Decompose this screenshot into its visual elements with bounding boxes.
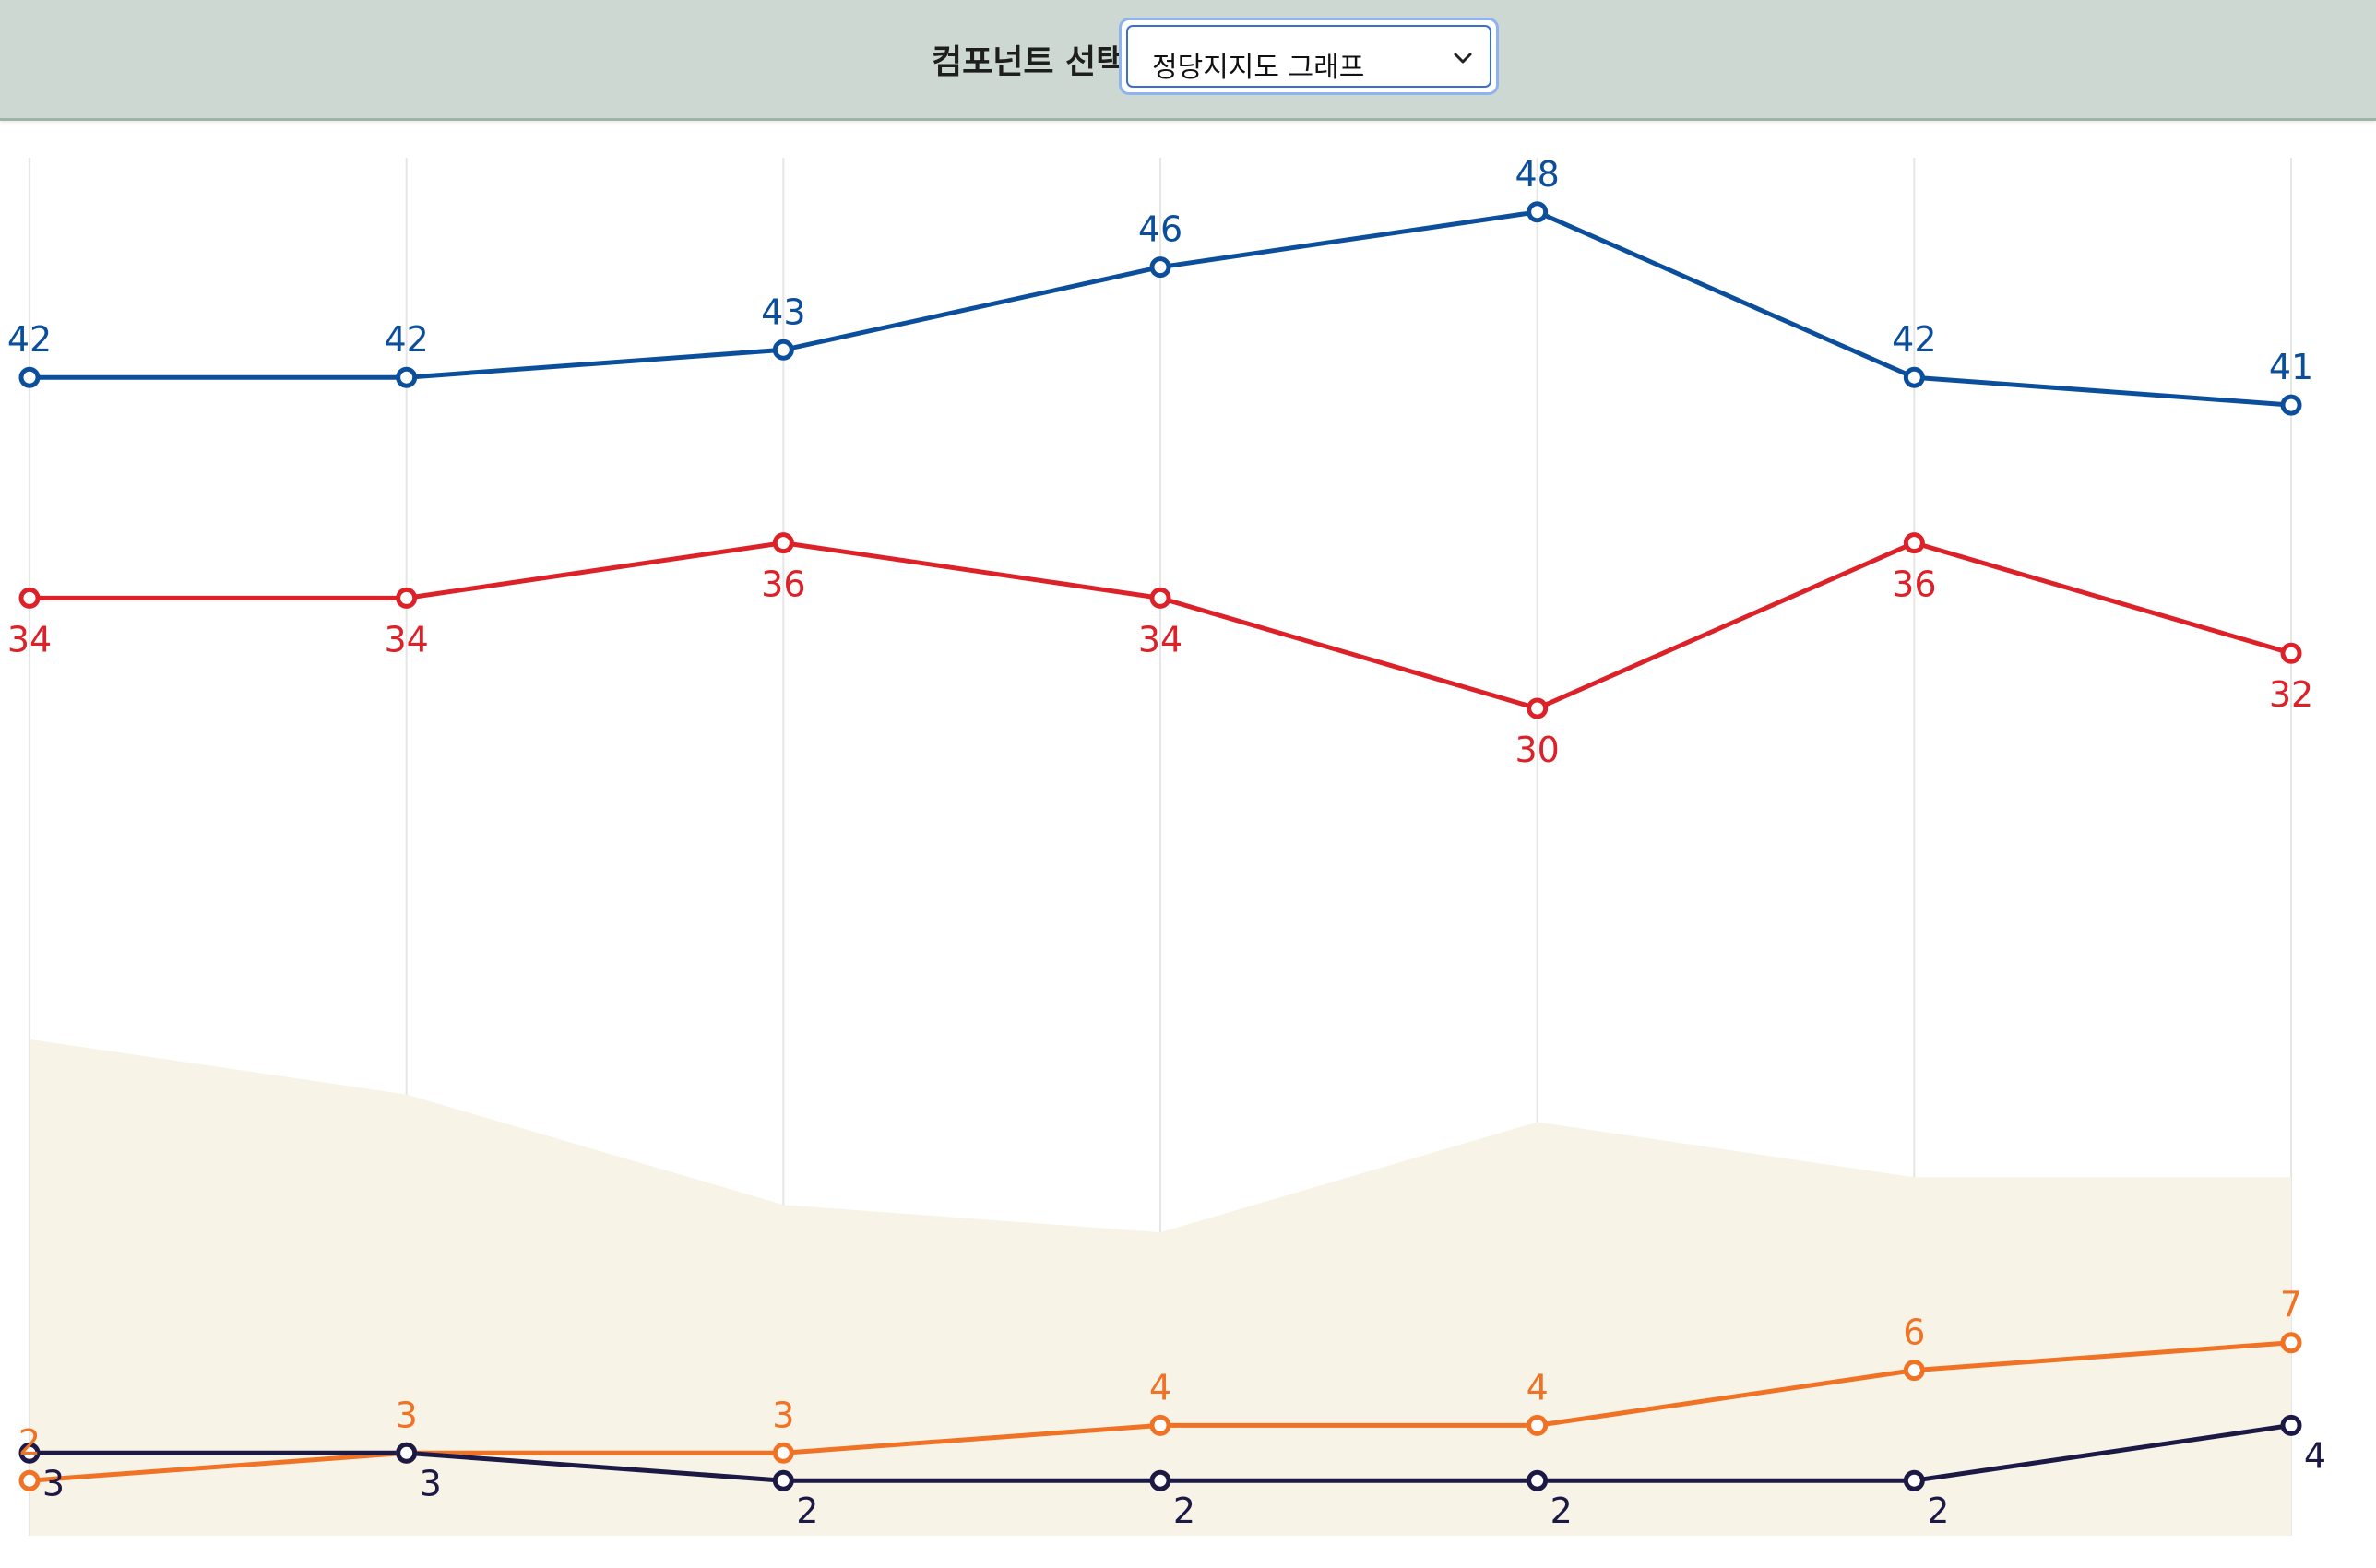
data-label: 30	[1515, 730, 1559, 770]
data-label: 2	[1550, 1491, 1573, 1531]
data-point	[2280, 1414, 2302, 1436]
data-label: 6	[1903, 1313, 1925, 1353]
data-point	[2280, 1332, 2302, 1354]
data-label: 4	[1149, 1367, 1171, 1408]
data-point	[18, 1442, 41, 1464]
data-label: 42	[1892, 319, 1936, 360]
data-label: 36	[761, 564, 805, 605]
data-point	[1903, 1360, 1925, 1382]
data-label: 2	[796, 1491, 818, 1531]
data-point	[396, 587, 418, 609]
data-point	[18, 366, 41, 388]
data-point	[18, 587, 41, 609]
component-select-value: 정당지지도 그래프	[1152, 52, 1365, 84]
data-point	[1149, 587, 1171, 609]
data-label: 3	[420, 1463, 442, 1503]
data-point	[18, 1469, 41, 1491]
data-label: 3	[396, 1395, 418, 1435]
data-label: 3	[772, 1395, 794, 1435]
points-layer	[18, 201, 2302, 1491]
data-label: 46	[1138, 209, 1182, 250]
data-point	[396, 366, 418, 388]
data-point	[1149, 1469, 1171, 1491]
data-label: 34	[7, 619, 52, 659]
data-point	[2280, 642, 2302, 664]
data-label: 43	[761, 291, 805, 332]
area-layer	[30, 1039, 2291, 1536]
data-point	[772, 339, 794, 361]
data-point	[1149, 256, 1171, 279]
component-select-box[interactable]: 정당지지도 그래프	[1126, 25, 1491, 88]
data-label: 36	[1892, 564, 1936, 605]
background-area	[30, 1039, 2291, 1536]
data-label: 4	[2304, 1435, 2326, 1476]
data-point	[396, 1442, 418, 1464]
data-label: 32	[2269, 674, 2313, 715]
data-point	[2280, 394, 2302, 416]
component-select[interactable]: 정당지지도 그래프	[1119, 18, 1499, 95]
data-label: 3	[42, 1463, 65, 1503]
data-point	[1149, 1414, 1171, 1436]
data-label: 7	[2280, 1285, 2302, 1325]
data-label: 2	[18, 1422, 41, 1463]
data-point	[1903, 532, 1925, 554]
data-label: 41	[2269, 347, 2313, 387]
data-point	[772, 532, 794, 554]
data-point	[772, 1469, 794, 1491]
data-point	[1527, 697, 1549, 719]
data-label: 2	[1927, 1491, 1949, 1531]
data-label: 34	[384, 619, 428, 659]
chevron-down-icon[interactable]	[1451, 49, 1475, 67]
data-point	[1527, 201, 1549, 223]
top-bar: 컴포넌트 선택: 정당지지도 그래프	[0, 0, 2376, 121]
data-point	[772, 1442, 794, 1464]
component-select-label: 컴포넌트 선택:	[932, 43, 1140, 81]
data-label: 42	[384, 319, 428, 360]
data-point	[1903, 1469, 1925, 1491]
data-point	[1527, 1414, 1549, 1436]
data-label: 2	[1173, 1491, 1195, 1531]
data-point	[1903, 366, 1925, 388]
data-label: 4	[1527, 1367, 1549, 1408]
data-point	[1527, 1469, 1549, 1491]
data-label: 48	[1515, 154, 1559, 195]
data-label: 42	[7, 319, 52, 360]
data-label: 34	[1138, 619, 1182, 659]
